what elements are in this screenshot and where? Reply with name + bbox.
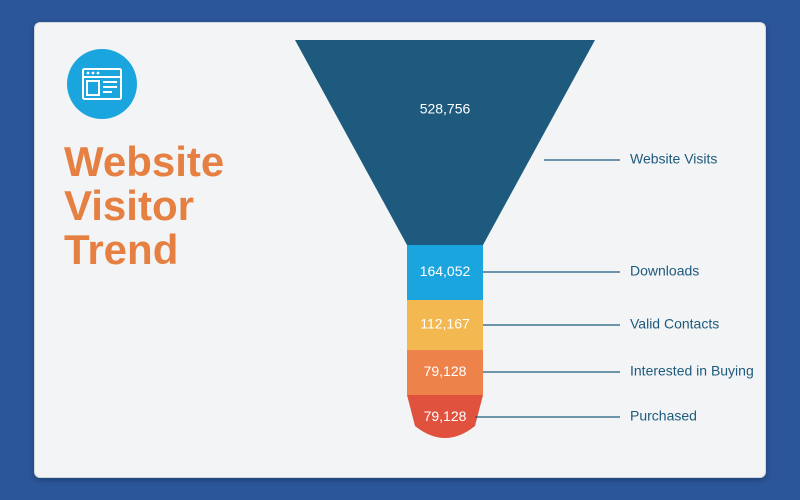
funnel-value: 528,756	[420, 101, 471, 117]
funnel-label: Valid Contacts	[630, 316, 719, 332]
funnel-label: Interested in Buying	[630, 363, 754, 379]
funnel-chart: 528,756 Website Visits 164,052 Downloads 112…	[0, 0, 800, 500]
funnel-segment	[295, 40, 595, 245]
funnel-value: 79,128	[424, 363, 467, 379]
funnel-value: 79,128	[424, 408, 467, 424]
funnel-label: Website Visits	[630, 151, 717, 167]
funnel-label: Downloads	[630, 263, 699, 279]
stage: Website Visitor Trend 528,756Website Vis…	[0, 0, 800, 500]
funnel-value: 112,167	[420, 316, 470, 332]
funnel-value: 164,052	[420, 263, 471, 279]
funnel-label: Purchased	[630, 408, 697, 424]
